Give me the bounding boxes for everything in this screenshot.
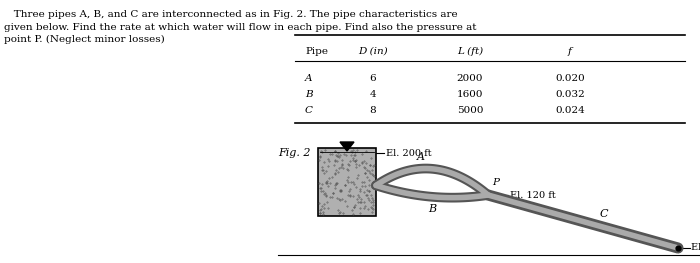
Text: B: B (428, 204, 436, 214)
Text: 0.020: 0.020 (555, 74, 585, 83)
Text: El. 120 ft: El. 120 ft (510, 190, 556, 200)
Text: 2000: 2000 (456, 74, 483, 83)
Text: El. 50 ft: El. 50 ft (691, 244, 700, 252)
Text: 4: 4 (370, 90, 377, 99)
Text: 8: 8 (370, 106, 377, 115)
Text: C: C (600, 209, 608, 219)
Text: 6: 6 (370, 74, 377, 83)
Text: 0.032: 0.032 (555, 90, 585, 99)
Text: 1600: 1600 (456, 90, 483, 99)
Text: C: C (305, 106, 313, 115)
Text: Fig. 2: Fig. 2 (278, 148, 311, 158)
Text: P: P (492, 178, 499, 187)
Text: El. 200 ft: El. 200 ft (386, 149, 432, 158)
Text: D (in): D (in) (358, 47, 388, 56)
Polygon shape (340, 142, 354, 151)
Text: A: A (305, 74, 312, 83)
Text: B: B (305, 90, 313, 99)
Text: Three pipes A, B, and C are interconnected as in Fig. 2. The pipe characteristic: Three pipes A, B, and C are interconnect… (4, 10, 477, 44)
Text: L (ft): L (ft) (457, 47, 483, 56)
Text: f: f (568, 47, 572, 56)
Bar (318, 148, 376, 216)
Text: 0.024: 0.024 (555, 106, 585, 115)
Text: 5000: 5000 (456, 106, 483, 115)
Text: Pipe: Pipe (305, 47, 328, 56)
Text: A: A (416, 151, 425, 161)
